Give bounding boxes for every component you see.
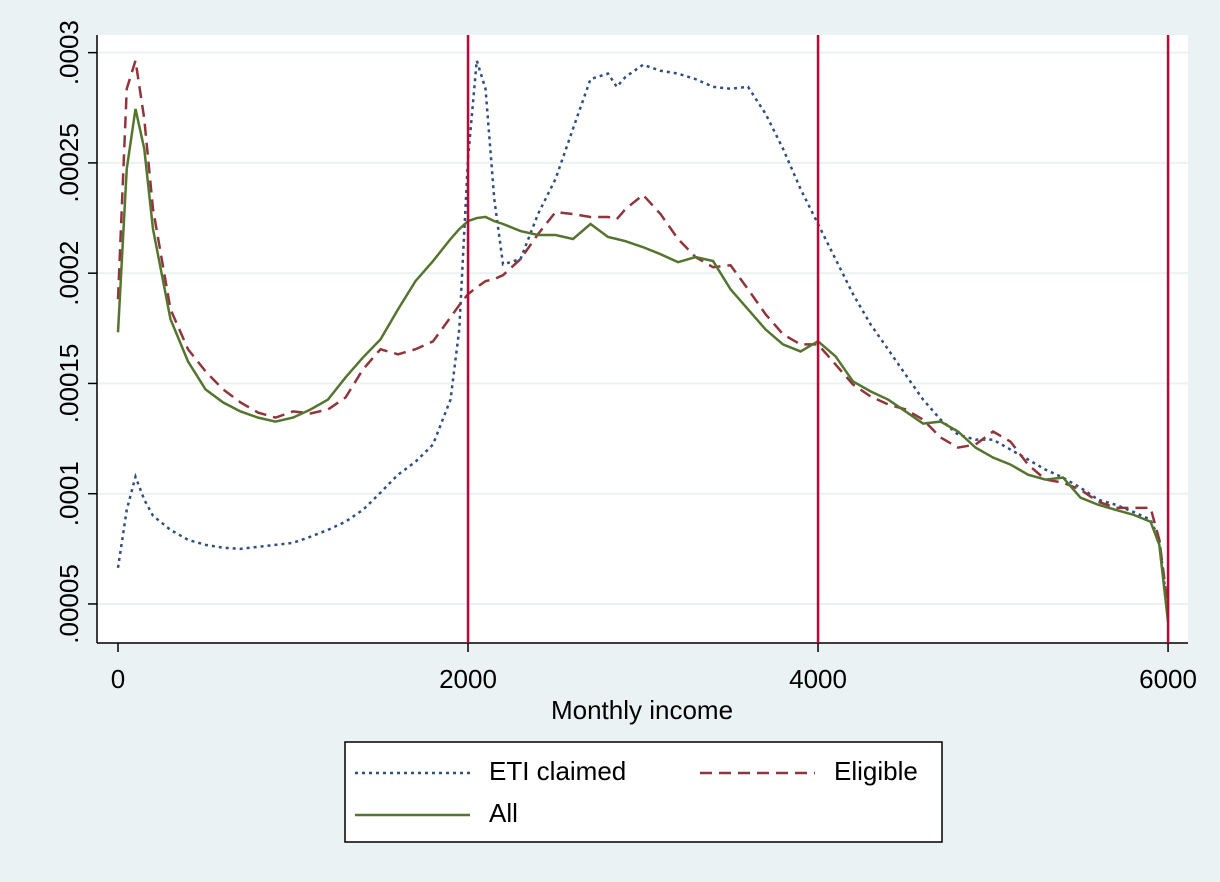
y-tick-label: .00025 — [54, 123, 84, 203]
y-tick-label: .00015 — [54, 344, 84, 424]
x-axis-label: Monthly income — [551, 695, 733, 725]
y-tick-label: .0003 — [54, 20, 84, 85]
x-tick-label: 6000 — [1139, 664, 1197, 694]
series-line — [116, 108, 1170, 623]
plot-area — [97, 35, 1188, 643]
y-tick-label: .0001 — [54, 461, 84, 526]
legend-label: All — [489, 798, 518, 828]
x-tick-label: 2000 — [439, 664, 497, 694]
legend-box — [344, 741, 943, 843]
legend-label: ETI claimed — [489, 756, 626, 786]
x-tick-label: 0 — [111, 664, 125, 694]
legend-label: Eligible — [834, 756, 918, 786]
y-tick-label: .00005 — [54, 564, 84, 644]
series-line — [116, 60, 1170, 616]
series-line — [116, 60, 1170, 609]
x-tick-label: 4000 — [789, 664, 847, 694]
y-tick-label: .0002 — [54, 241, 84, 306]
